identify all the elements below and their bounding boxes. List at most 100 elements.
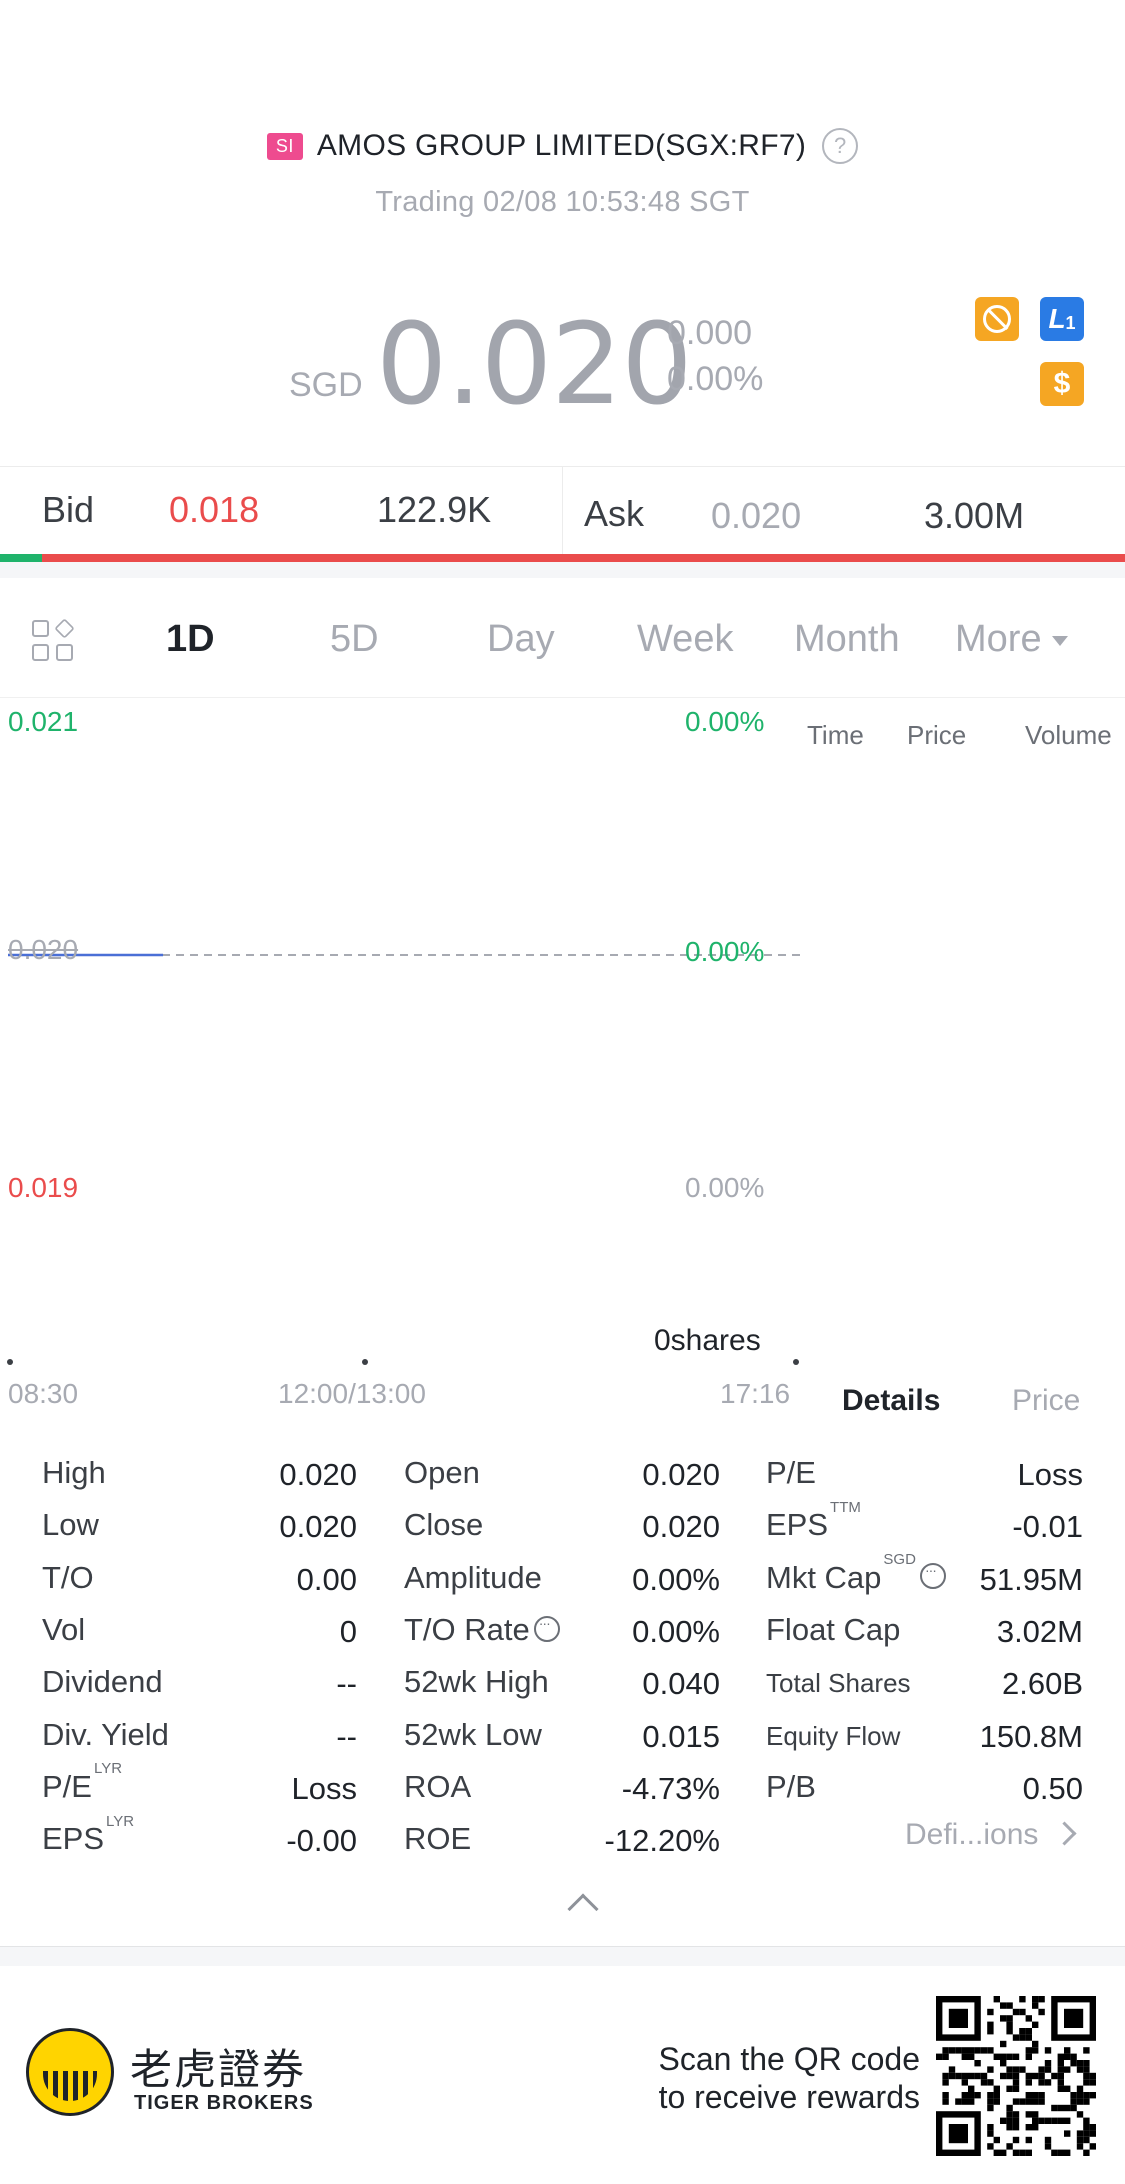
x-tick-lunch: 12:00/13:00: [278, 1378, 426, 1409]
x-tick-mark: [7, 1359, 13, 1365]
qr-module: [1032, 2002, 1039, 2009]
qr-module: [1012, 2149, 1020, 2156]
qr-module: [1038, 2117, 1045, 2124]
qr-module: [974, 2047, 981, 2054]
definitions-link[interactable]: Defi...ions: [905, 1818, 1073, 1852]
qr-module: [1064, 2053, 1071, 2060]
qr-code-icon[interactable]: [936, 1996, 1096, 2156]
qr-module: [987, 2104, 994, 2112]
qr-module: [1051, 2104, 1058, 2112]
qr-module: [1064, 2149, 1071, 2156]
qr-module: [1083, 2117, 1090, 2124]
qr-module: [1032, 2124, 1039, 2131]
tab-day[interactable]: Day: [487, 618, 555, 660]
qr-module: [955, 2098, 962, 2105]
stat-label-text: T/O: [42, 1559, 94, 1595]
qr-module: [1076, 2136, 1084, 2144]
qr-module: [1025, 2072, 1032, 2080]
qr-module: [1000, 2002, 1007, 2009]
brand-name-en: TIGER BROKERS: [134, 2092, 314, 2114]
qr-module: [1083, 2072, 1090, 2080]
qr-module: [968, 2085, 975, 2092]
stat-label-roe: ROE: [404, 1821, 471, 1857]
help-icon[interactable]: ?: [822, 128, 859, 164]
stat-label-text: 52wk Low: [404, 1716, 542, 1752]
qr-module: [1006, 2117, 1013, 2124]
qr-module: [961, 2092, 968, 2099]
tab-details[interactable]: Details: [842, 1384, 941, 1417]
promo-footer: 老虎證券 TIGER BROKERS Scan the QR code to r…: [0, 1966, 1125, 2184]
brand-name-cn: 老虎證券: [130, 2045, 307, 2094]
qr-module: [1064, 2117, 1071, 2124]
qr-module: [1012, 2079, 1020, 2086]
level-1-number: 1: [1065, 312, 1076, 333]
qr-module: [993, 2092, 1000, 2099]
more-info-icon[interactable]: [919, 1562, 946, 1590]
qr-module: [1051, 2149, 1058, 2156]
stat-label-roa: ROA: [404, 1769, 471, 1805]
tab-1d[interactable]: 1D: [166, 618, 215, 660]
qr-module: [1032, 2021, 1039, 2028]
period-tabs: 1D 5D Day Week Month More: [0, 578, 1125, 698]
qr-module: [1051, 2117, 1058, 2124]
qr-module: [1076, 2085, 1084, 2092]
price-block: SGD 0.020 0.000 0.00%: [0, 300, 1125, 430]
stat-label-div-yield: Div. Yield: [42, 1717, 169, 1753]
qr-module: [980, 2047, 988, 2054]
stat-label-text: Open: [404, 1455, 480, 1490]
stat-label-low: Low: [42, 1507, 99, 1543]
stat-label-superscript: LYR: [93, 1760, 123, 1778]
no-short-sell-icon[interactable]: [975, 297, 1019, 341]
qr-module: [1076, 2111, 1084, 2118]
tab-week[interactable]: Week: [637, 618, 734, 660]
tiger-logo-icon: [26, 2028, 114, 2116]
collapse-chevron-icon[interactable]: [567, 1893, 599, 1925]
qr-module: [1025, 2136, 1032, 2144]
bid-ask-divider: [562, 467, 563, 555]
intraday-chart[interactable]: 0.021 0.020 0.019 0.00% 0.00% 0.00% Time…: [0, 698, 1125, 1418]
qr-module: [1038, 2092, 1045, 2099]
stock-title: AMOS GROUP LIMITED(SGX:RF7): [316, 129, 807, 162]
qr-module: [987, 2047, 994, 2054]
y-right-tick-high: 0.00%: [685, 706, 765, 737]
dollar-icon[interactable]: $: [1040, 362, 1084, 406]
x-tick-close: 17:16: [720, 1378, 791, 1409]
stat-label-text: Div. Yield: [42, 1716, 169, 1752]
stat-label-52wk-high: 52wk High: [404, 1664, 549, 1700]
stat-label-eps: EPS TTM: [766, 1499, 861, 1543]
tab-more[interactable]: More: [955, 618, 1068, 661]
more-info-icon[interactable]: [533, 1615, 560, 1642]
tab-5d[interactable]: 5D: [330, 618, 379, 660]
qr-module: [1032, 2072, 1039, 2080]
qr-module: [1083, 2136, 1090, 2144]
bid-ask-bar[interactable]: Bid 0.018 122.9K Ask 0.020 3.00M: [0, 466, 1125, 562]
stat-label-p-e: P/E LYR: [42, 1760, 122, 1805]
stat-value-52wk-low: 0.015: [642, 1718, 720, 1754]
stat-value-equity-flow: 150.8M: [979, 1718, 1083, 1754]
stat-label-text: Float Cap: [766, 1611, 901, 1647]
qr-module: [961, 2047, 968, 2054]
tab-month[interactable]: Month: [794, 618, 900, 660]
currency-label: SGD: [289, 366, 363, 404]
qr-module: [948, 2047, 956, 2054]
stat-label-text: Close: [404, 1507, 484, 1543]
qr-module: [1057, 2117, 1064, 2124]
qr-module: [1076, 2130, 1084, 2137]
qr-module: [1076, 2143, 1084, 2150]
qr-module: [1070, 2060, 1077, 2067]
ask-label: Ask: [584, 493, 645, 534]
qr-module: [968, 2072, 975, 2080]
price-change-percent: 0.00%: [667, 360, 764, 398]
layout-grid-icon[interactable]: [32, 618, 75, 662]
volume-label: 0shares: [654, 1324, 761, 1357]
qr-module: [1019, 2008, 1026, 2016]
stat-label-p-e: P/E: [766, 1455, 816, 1491]
stat-value-52wk-high: 0.040: [642, 1666, 720, 1702]
trading-status: Trading 02/08 10:53:48 SGT: [375, 186, 750, 218]
qr-module: [1032, 2111, 1039, 2118]
qr-module: [974, 2060, 981, 2067]
tab-price[interactable]: Price: [1012, 1384, 1081, 1417]
qr-module: [1083, 2060, 1090, 2067]
qr-finder-module: [948, 2124, 968, 2144]
